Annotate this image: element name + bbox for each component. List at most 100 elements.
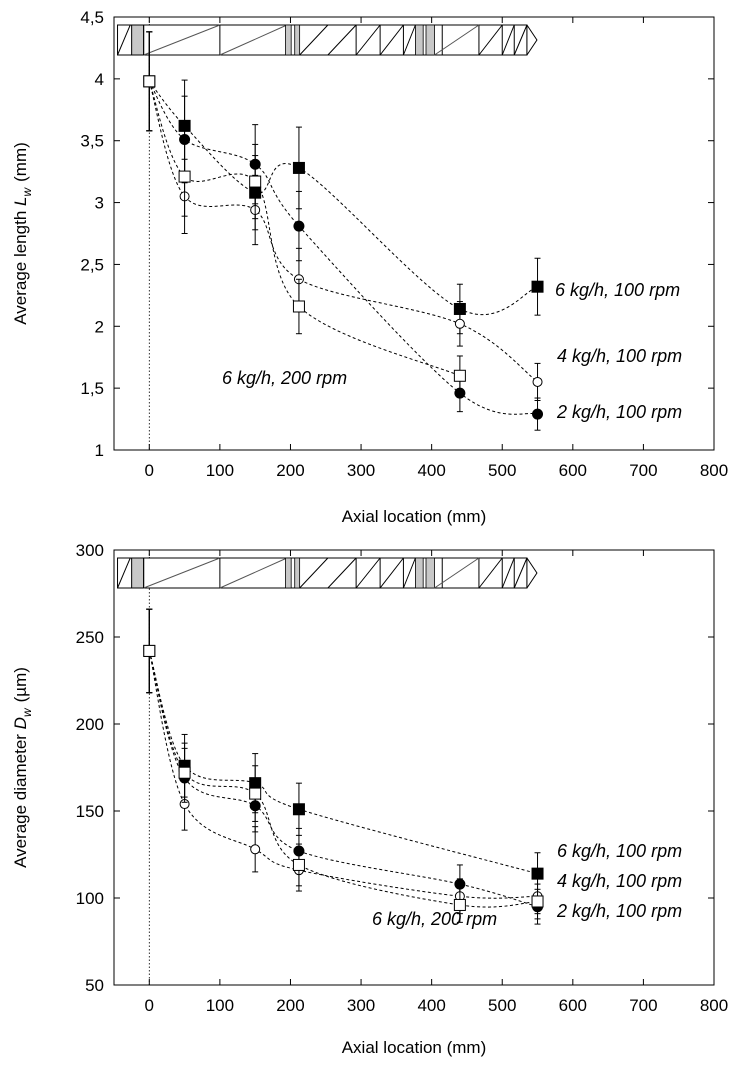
plot-frame — [113, 549, 715, 986]
y-tick-label: 1,5 — [80, 379, 104, 398]
series-label: 4 kg/h, 100 rpm — [557, 346, 682, 366]
point-filled-square — [531, 280, 544, 293]
series-label: 2 kg/h, 100 rpm — [556, 402, 682, 422]
series-line — [148, 81, 538, 415]
plot-frame — [113, 16, 715, 451]
screw-flight — [379, 24, 404, 56]
y-tick-label: 2 — [95, 317, 104, 336]
point-filled-square — [292, 803, 305, 816]
x-tick-label: 600 — [559, 996, 587, 1015]
screw-flight — [355, 557, 381, 589]
series-label: 4 kg/h, 100 rpm — [557, 871, 682, 891]
series-line — [148, 81, 461, 377]
feed-zone — [131, 24, 145, 56]
screw-flight — [434, 24, 480, 56]
x-tick-label: 200 — [276, 996, 304, 1015]
screw-flight — [117, 557, 131, 589]
series-3 — [143, 31, 466, 397]
point-filled-circle — [532, 408, 544, 420]
y-tick-label: 2,5 — [80, 255, 104, 274]
screw-flight — [143, 557, 221, 589]
feed-zone — [131, 557, 145, 589]
point-filled-square — [531, 867, 544, 880]
y-tick-label: 300 — [76, 541, 104, 560]
y-tick-label: 100 — [76, 889, 104, 908]
x-tick-label: 800 — [700, 461, 728, 480]
x-tick-label: 400 — [417, 996, 445, 1015]
screw-flight — [143, 24, 221, 56]
series-line — [148, 650, 538, 899]
y-tick-label: 4,5 — [80, 8, 104, 27]
diameter-chart: 0 100 200 300 400 500 600 700 800 50 100 150 200 250 3… — [11, 541, 728, 1057]
series-1 — [144, 31, 543, 402]
series-label: 6 kg/h, 100 rpm — [555, 280, 680, 300]
x-tick-label: 300 — [347, 461, 375, 480]
series-label: 2 kg/h, 100 rpm — [556, 901, 682, 921]
series-3 — [143, 608, 544, 923]
series-line — [148, 81, 538, 383]
screw-flight — [299, 557, 329, 589]
x-tick-label: 600 — [559, 461, 587, 480]
point-open-square — [249, 175, 262, 188]
y-tick-label: 200 — [76, 715, 104, 734]
point-open-square — [178, 170, 191, 183]
screw-profile — [117, 557, 528, 589]
x-tick-label: 0 — [145, 996, 154, 1015]
kneading-block — [425, 557, 435, 589]
series-line — [148, 650, 538, 875]
series-1 — [143, 608, 544, 925]
x-axis-title: Axial location (mm) — [342, 1038, 487, 1057]
y-tick-label: 250 — [76, 628, 104, 647]
x-tick-label: 300 — [347, 996, 375, 1015]
screw-flight — [434, 557, 480, 589]
screw-flight — [501, 24, 515, 56]
screw-profile — [117, 24, 528, 56]
kneading-block — [415, 24, 424, 56]
screw-flight — [327, 24, 357, 56]
screw-flight — [355, 24, 381, 56]
series-line — [148, 650, 538, 908]
screw-flight — [219, 557, 288, 589]
series-0 — [143, 31, 544, 335]
series-label: 6 kg/h, 100 rpm — [557, 841, 682, 861]
x-axis-title: Axial location (mm) — [342, 507, 487, 526]
x-tick-label: 100 — [206, 996, 234, 1015]
screw-flight — [219, 24, 288, 56]
series-label: 6 kg/h, 200 rpm — [372, 909, 497, 929]
point-open-circle — [250, 844, 261, 855]
kneading-block — [285, 557, 292, 589]
screw-flight — [327, 557, 357, 589]
y-axis-title: Average length Lw(mm) — [11, 142, 34, 325]
screw-tip — [526, 24, 538, 56]
length-chart: 0 100 200 300 400 500 600 700 800 1 1,5 2 2,5 3 3,5 4 4,… — [11, 8, 728, 526]
screw-tip — [526, 557, 538, 589]
x-tick-label: 0 — [145, 461, 154, 480]
y-tick-label: 150 — [76, 802, 104, 821]
kneading-block — [415, 557, 424, 589]
screw-flight — [402, 24, 416, 56]
kneading-block — [425, 24, 435, 56]
y-tick-label: 3 — [95, 194, 104, 213]
screw-flight — [513, 24, 528, 56]
point-open-square — [249, 787, 262, 800]
point-filled-square — [292, 161, 305, 174]
point-open-square — [453, 898, 466, 911]
kneading-block — [285, 24, 292, 56]
x-tick-label: 400 — [417, 461, 445, 480]
point-open-square — [453, 369, 466, 382]
point-open-square — [143, 75, 156, 88]
series-0 — [143, 608, 544, 896]
series-line — [148, 81, 538, 316]
kneading-block — [294, 24, 301, 56]
x-tick-label: 700 — [629, 461, 657, 480]
kneading-block — [294, 557, 301, 589]
x-tick-label: 100 — [206, 461, 234, 480]
point-open-circle — [454, 318, 465, 329]
x-tick-label: 800 — [700, 996, 728, 1015]
screw-flight — [402, 557, 416, 589]
y-tick-label: 3,5 — [80, 132, 104, 151]
point-open-square — [292, 858, 305, 871]
y-axis-title: Average diameter Dw(µm) — [11, 667, 34, 868]
screw-flight — [117, 24, 131, 56]
